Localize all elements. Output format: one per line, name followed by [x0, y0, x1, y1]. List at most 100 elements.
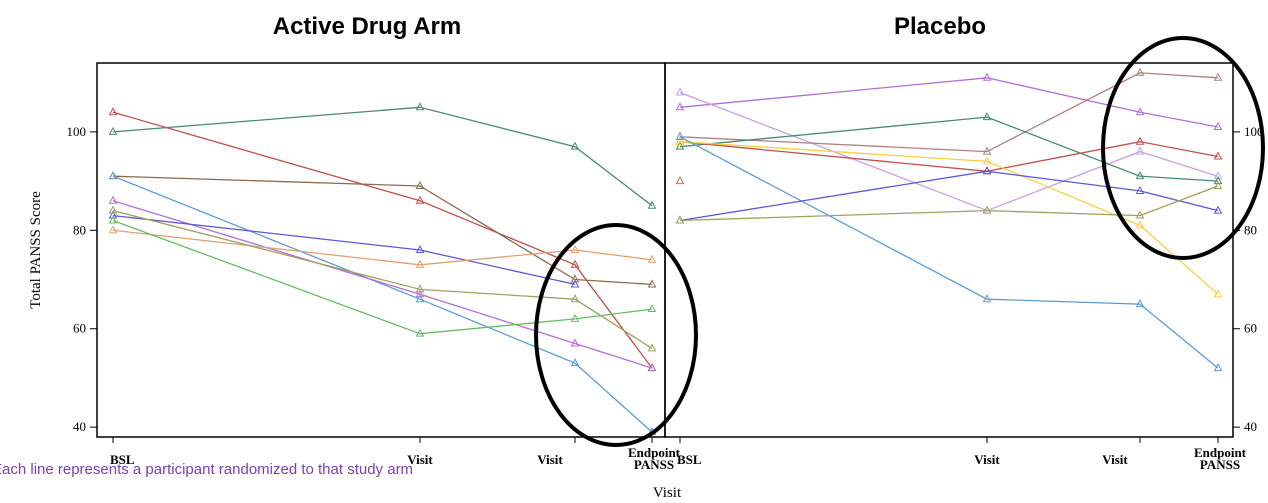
data-point [108, 225, 118, 234]
x-tick-label: BSL [677, 452, 702, 467]
data-point [1135, 210, 1145, 219]
data-point [1135, 185, 1145, 194]
data-point [108, 205, 118, 214]
data-point [647, 343, 657, 352]
x-tick-label: Visit [407, 452, 433, 467]
data-point [647, 363, 657, 372]
y-tick-label-left: 60 [73, 321, 86, 336]
y-tick-label-right: 100 [1244, 124, 1264, 139]
series-line [679, 185, 1219, 222]
data-point [415, 294, 425, 303]
data-point [1213, 180, 1223, 190]
data-point [675, 131, 685, 140]
data-point [1213, 151, 1223, 160]
data-point [108, 107, 118, 116]
y-tick-label-right: 40 [1244, 419, 1257, 434]
series-line [112, 111, 653, 369]
series-line [112, 175, 653, 433]
y-tick-label-right: 80 [1244, 222, 1257, 237]
data-point [1135, 146, 1145, 155]
data-point [675, 102, 685, 111]
data-point [1213, 176, 1223, 185]
data-point [982, 294, 992, 303]
highlight-circle-active [534, 223, 698, 447]
data-point [675, 176, 685, 185]
data-point [647, 254, 657, 263]
series-line [112, 214, 576, 286]
data-point [570, 244, 580, 253]
data-point [108, 126, 118, 135]
data-point [415, 259, 425, 268]
series-line [679, 72, 1219, 153]
x-tick-label: BSL [110, 452, 135, 467]
series-line [112, 219, 653, 335]
y-tick-label-left: 80 [73, 222, 86, 237]
data-point [1213, 121, 1223, 130]
data-point [415, 195, 425, 204]
data-point [1135, 67, 1145, 76]
data-point [108, 171, 118, 180]
x-tick-label: Visit [537, 452, 563, 467]
data-point [570, 274, 580, 283]
data-point [1135, 220, 1145, 229]
data-point [1135, 299, 1145, 308]
data-point [982, 112, 992, 121]
y-tick-label-right: 60 [1244, 321, 1257, 336]
x-tick-label: PANSS [1200, 457, 1240, 472]
data-point [570, 338, 580, 347]
data-point [1213, 289, 1223, 298]
data-point [570, 259, 580, 268]
data-point [570, 141, 580, 150]
x-tick-label: PANSS [634, 457, 674, 472]
data-point [415, 289, 425, 298]
x-axis-title: Visit [653, 485, 682, 501]
data-point [1135, 171, 1145, 180]
data-point [1213, 72, 1223, 81]
data-point [108, 210, 118, 219]
series-line [112, 106, 653, 207]
data-point [1213, 205, 1223, 214]
series-line [679, 116, 1219, 182]
data-point [982, 146, 992, 155]
data-point [982, 166, 992, 175]
data-point [1135, 107, 1145, 116]
data-point [570, 294, 580, 303]
data-point [647, 279, 657, 288]
data-point [647, 200, 657, 209]
series-line [112, 229, 653, 266]
data-point [675, 136, 685, 145]
data-point [415, 244, 425, 253]
y-tick-label-left: 40 [73, 419, 86, 434]
data-point [570, 358, 580, 367]
series-line [679, 141, 1219, 172]
data-point [647, 303, 657, 313]
data-point [415, 102, 425, 111]
x-tick-label: Visit [1102, 452, 1128, 467]
data-point [675, 141, 685, 150]
data-point [675, 215, 685, 224]
data-point [108, 215, 118, 224]
data-point [108, 195, 118, 204]
data-point [1135, 136, 1145, 145]
data-point [982, 205, 992, 214]
x-tick-label: Endpoint [1194, 445, 1247, 460]
series-line [112, 175, 653, 286]
data-point [982, 156, 992, 165]
series-line [679, 136, 1219, 369]
data-point [982, 72, 992, 81]
legend-note: Each line represents a participant rando… [0, 461, 413, 478]
y-axis-title: Total PANSS Score [28, 191, 44, 309]
data-point [415, 180, 425, 190]
panel-title-placebo: Placebo [894, 13, 986, 40]
data-point [1213, 363, 1223, 372]
x-tick-label: Endpoint [628, 445, 681, 460]
y-tick-label-left: 100 [67, 124, 87, 139]
data-point [1213, 171, 1223, 180]
x-tick-label: Visit [974, 452, 1000, 467]
data-point [675, 87, 685, 96]
data-point [415, 284, 425, 293]
series-line [112, 209, 653, 349]
highlight-circle-placebo [1101, 36, 1265, 260]
data-point [415, 328, 425, 337]
